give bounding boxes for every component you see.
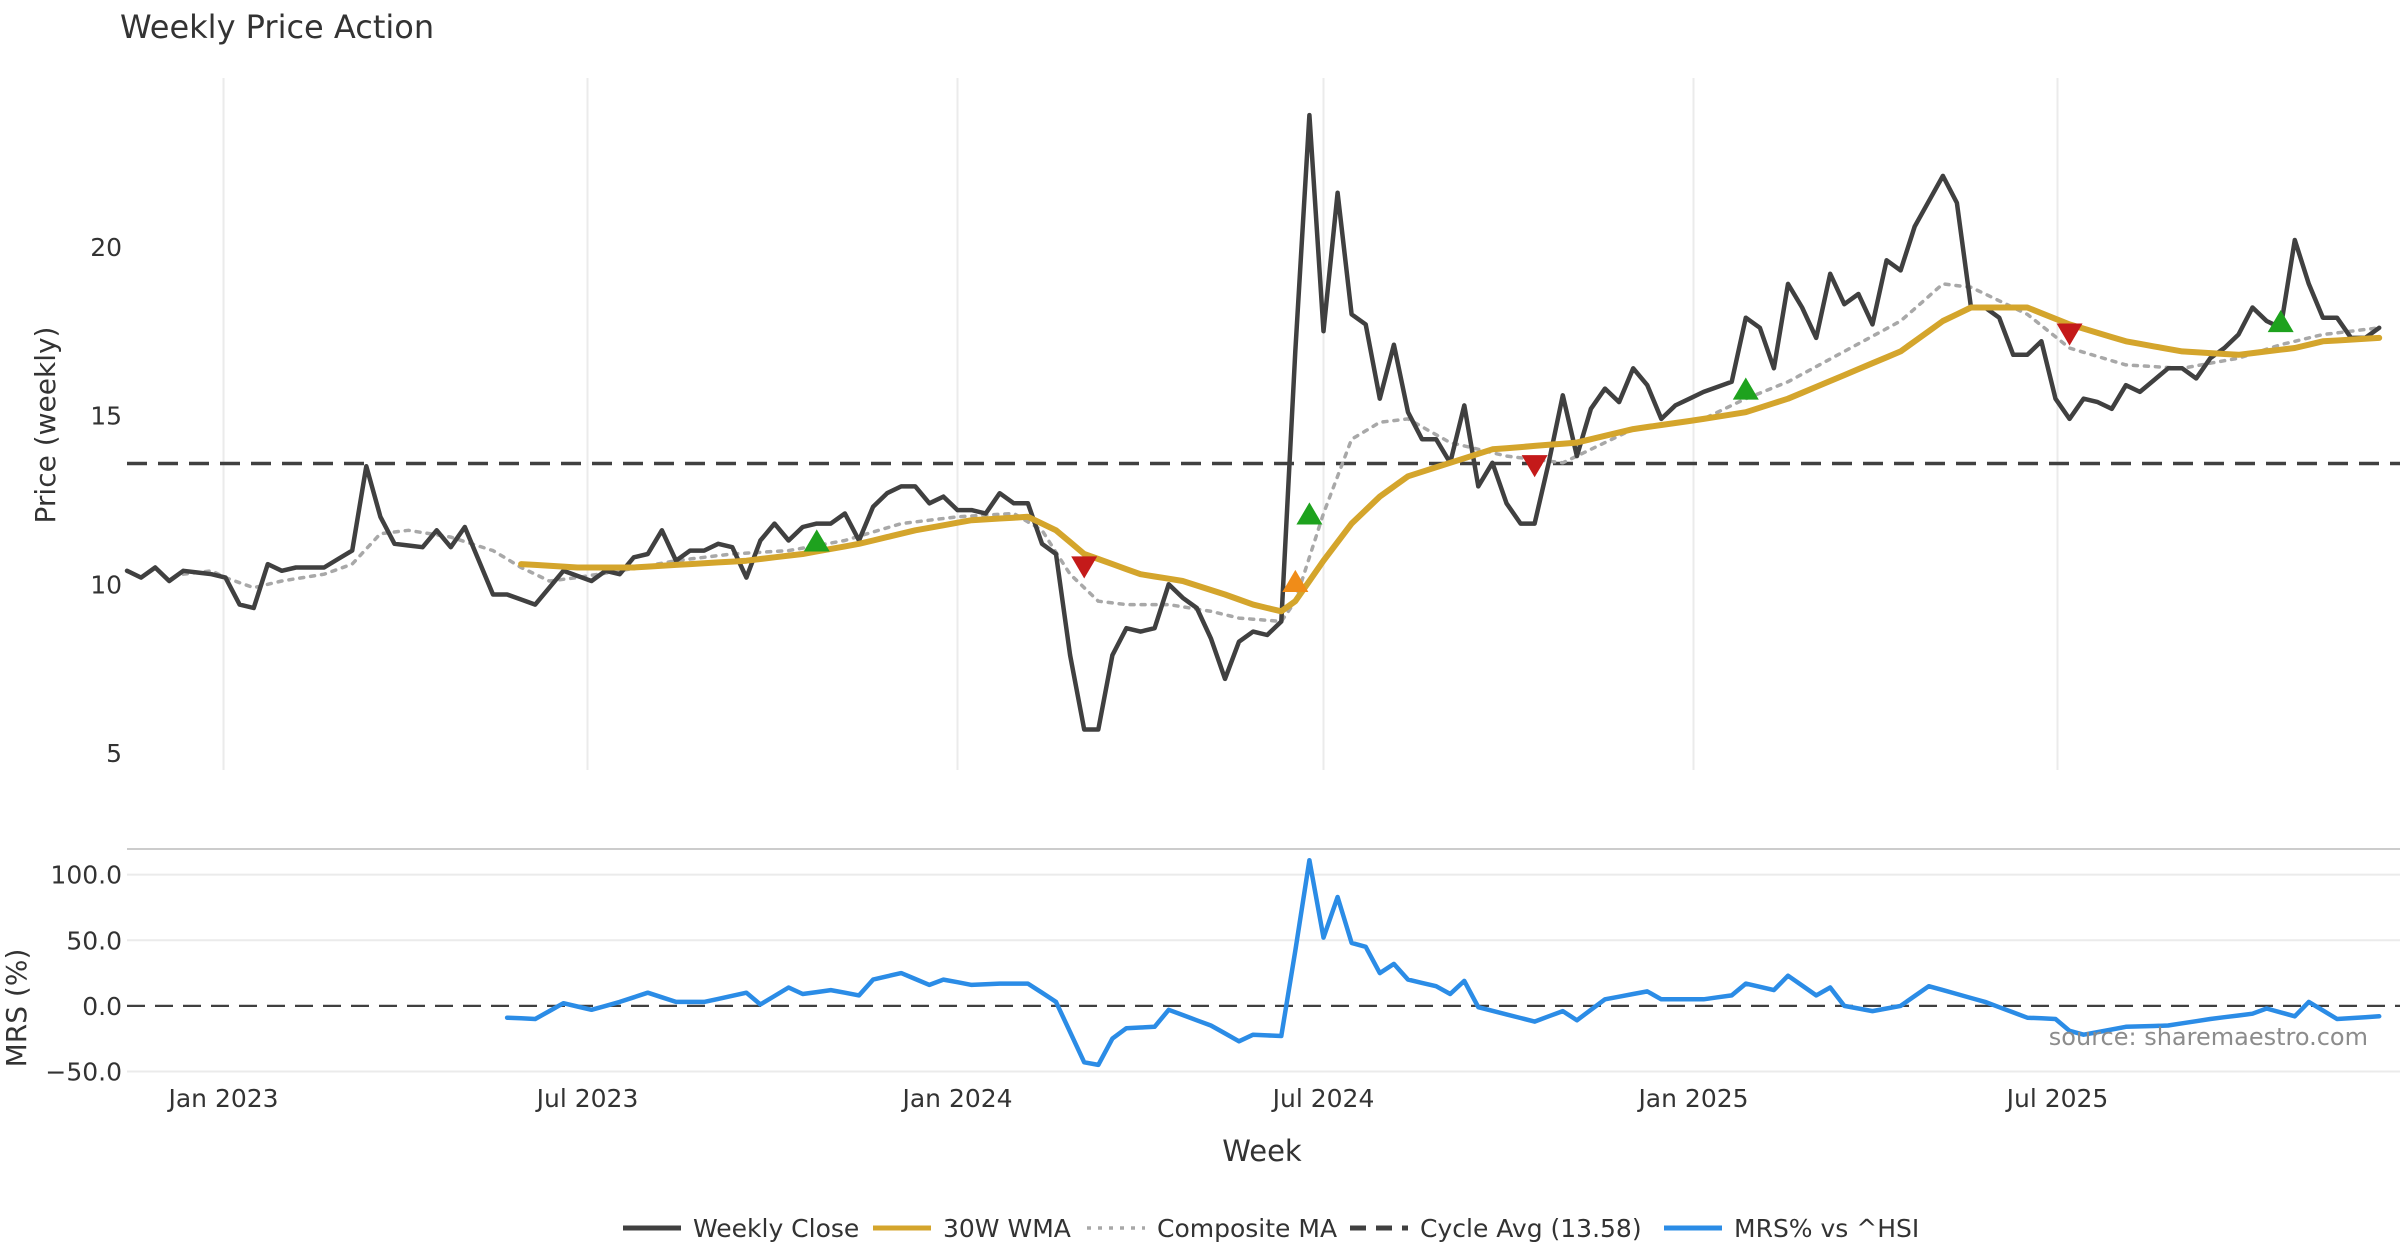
mrs-line: [504, 857, 2382, 1068]
x-tick-5: Jul 2025: [2005, 1084, 2109, 1113]
top-vertical-grid: [222, 78, 2059, 770]
legend-item-3: Cycle Avg (13.58): [1350, 1214, 1642, 1243]
top-y-tick-labels: 5 10 15 20: [90, 233, 122, 768]
top-y-tick-10: 10: [90, 570, 122, 599]
bottom-y-tick-2: 50.0: [66, 926, 122, 955]
x-tick-labels: Jan 2023 Jul 2023 Jan 2024 Jul 2024 Jan 2025…: [166, 1084, 2108, 1113]
signal-marker-up-3: [1296, 502, 1323, 525]
signal-marker-down-4: [1521, 455, 1548, 478]
legend-label-4: MRS% vs ^HSI: [1734, 1214, 1919, 1243]
legend-item-1: 30W WMA: [873, 1214, 1071, 1243]
legend: Weekly Close 30W WMA Composite MA Cycle Avg…: [623, 1214, 1919, 1243]
bottom-y-axis-label: MRS (%): [0, 949, 33, 1068]
x-tick-0: Jan 2023: [166, 1084, 278, 1113]
signal-markers: [803, 309, 2294, 593]
source-watermark: source: sharemaestro.com: [2049, 1023, 2368, 1051]
x-tick-1: Jul 2023: [535, 1084, 639, 1113]
legend-label-2: Composite MA: [1157, 1214, 1337, 1243]
x-tick-4: Jan 2025: [1636, 1084, 1748, 1113]
legend-item-4: MRS% vs ^HSI: [1664, 1214, 1919, 1243]
bottom-y-tick-labels: −50.0 0.0 50.0 100.0: [45, 861, 122, 1087]
signal-marker-up-5: [1732, 377, 1759, 400]
mrs-series: [504, 857, 2382, 1068]
signal-marker-cross-2: [1282, 569, 1309, 593]
weekly-close-line: [124, 112, 2382, 732]
bottom-y-tick-3: 100.0: [50, 861, 122, 890]
legend-label-0: Weekly Close: [693, 1214, 859, 1243]
chart-title: Weekly Price Action: [120, 8, 434, 46]
legend-label-3: Cycle Avg (13.58): [1420, 1214, 1642, 1243]
top-y-tick-15: 15: [90, 402, 122, 431]
x-tick-3: Jul 2024: [1271, 1084, 1375, 1113]
x-tick-2: Jan 2024: [900, 1084, 1012, 1113]
signal-marker-up-0: [803, 529, 830, 552]
signal-marker-down-6: [2056, 323, 2083, 346]
legend-label-1: 30W WMA: [943, 1214, 1071, 1243]
top-y-tick-5: 5: [106, 739, 122, 768]
bottom-horizontal-grid: [127, 873, 2400, 1073]
x-axis-label: Week: [1222, 1134, 1302, 1168]
top-y-axis-label: Price (weekly): [29, 327, 62, 524]
top-y-tick-20: 20: [90, 233, 122, 262]
signal-marker-down-1: [1071, 556, 1098, 579]
signal-marker-up-7: [2267, 309, 2294, 333]
legend-item-0: Weekly Close: [623, 1214, 859, 1243]
bottom-y-tick-1: 0.0: [82, 992, 122, 1021]
bottom-y-tick-0: −50.0: [45, 1057, 122, 1086]
legend-item-2: Composite MA: [1087, 1214, 1337, 1243]
